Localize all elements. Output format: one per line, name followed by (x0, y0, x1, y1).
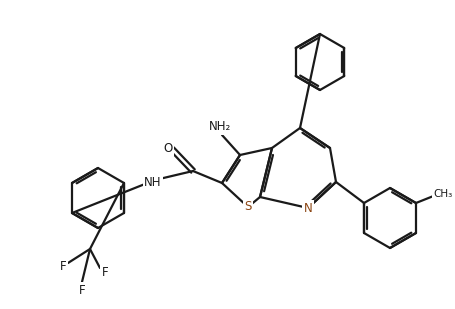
Text: F: F (60, 260, 66, 273)
Text: NH: NH (144, 176, 162, 188)
Text: N: N (303, 201, 313, 214)
Text: F: F (79, 283, 86, 297)
Text: F: F (101, 265, 108, 278)
Text: O: O (163, 142, 172, 155)
Text: S: S (244, 201, 252, 214)
Text: NH₂: NH₂ (209, 121, 231, 133)
Text: CH₃: CH₃ (433, 189, 453, 199)
